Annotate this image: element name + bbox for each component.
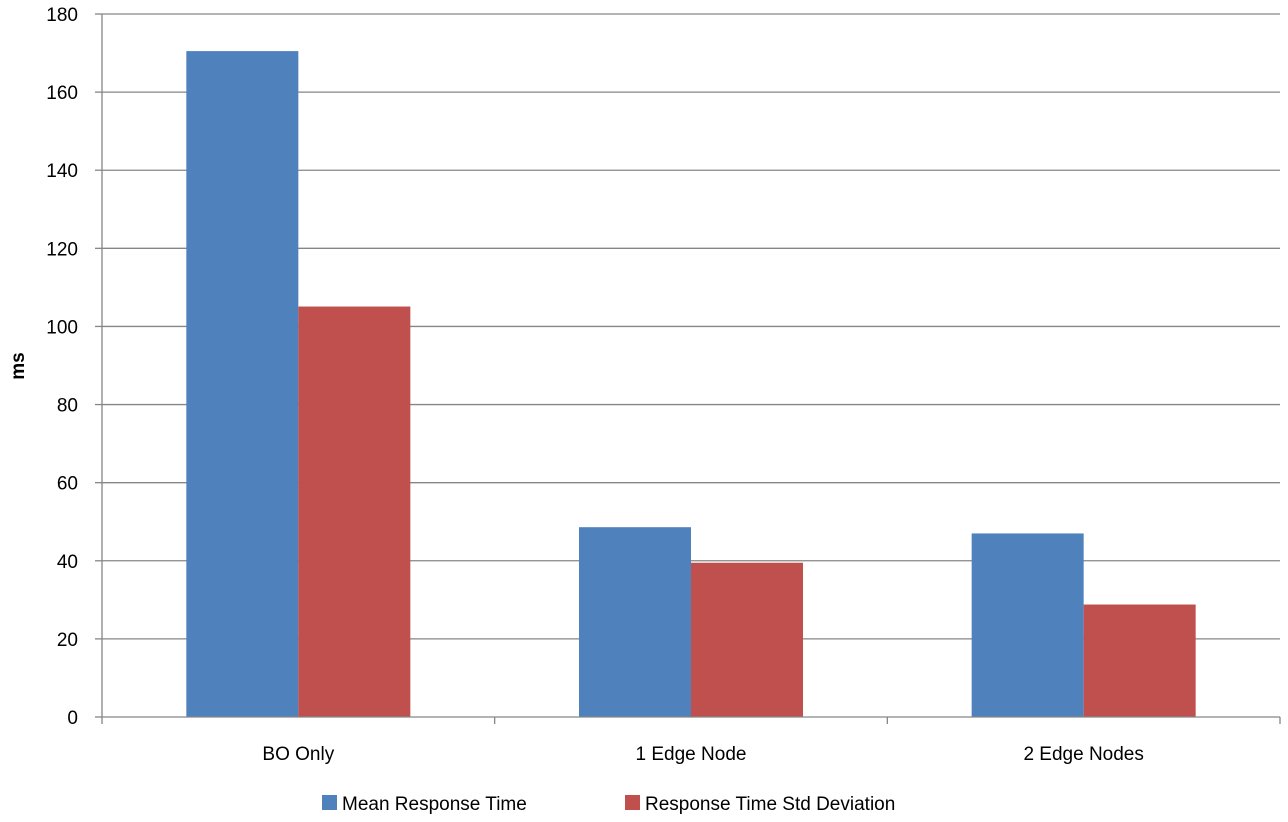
y-tick-label: 60 [57,474,78,495]
bar [579,527,691,717]
y-tick-label: 0 [67,708,78,729]
y-tick-label: 80 [57,396,78,417]
x-tick-label: 2 Edge Nodes [1023,744,1143,765]
y-tick-label: 160 [46,83,78,104]
x-tick-labels: BO Only 1 Edge Node 2 Edge Nodes [262,744,1143,765]
legend-label: Response Time Std Deviation [645,794,895,815]
bar [186,51,299,717]
bars [186,51,1196,717]
axes [95,13,1281,724]
legend-swatch [322,795,337,810]
y-tick-label: 180 [46,5,78,26]
bar [971,533,1084,717]
legend-label: Mean Response Time [342,794,527,815]
x-tick-label: BO Only [262,744,334,765]
y-tick-label: 100 [46,317,78,338]
y-tick-label: 20 [57,630,78,651]
bar [691,562,803,717]
y-tick-labels: 0 20 40 60 80 100 120 140 160 180 [46,5,78,729]
y-tick-label: 120 [46,239,78,260]
y-tick-label: 40 [57,552,78,573]
y-tick-label: 140 [46,161,78,182]
x-tick-label: 1 Edge Node [636,744,747,765]
legend-swatch [625,795,640,810]
legend: Mean Response Time Response Time Std Devi… [322,794,895,815]
bar [1083,604,1196,717]
bar [298,306,411,717]
y-axis-title: ms [8,352,29,379]
